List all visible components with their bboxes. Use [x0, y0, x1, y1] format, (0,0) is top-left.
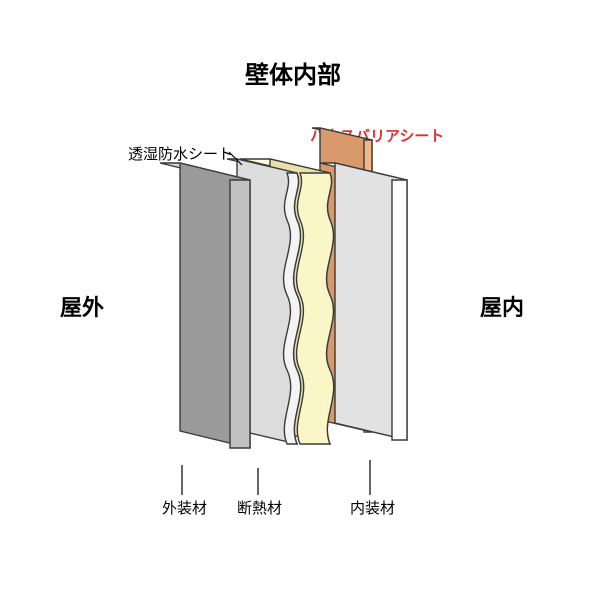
- wall-diagram: [0, 0, 600, 600]
